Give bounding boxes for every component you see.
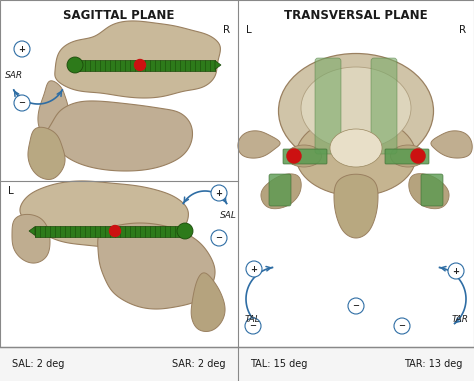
- Text: TAL: 15 deg: TAL: 15 deg: [250, 359, 307, 369]
- Text: TAR: TAR: [452, 314, 468, 323]
- Bar: [0, 347, 474, 381]
- Polygon shape: [261, 174, 301, 209]
- Polygon shape: [75, 59, 215, 70]
- Ellipse shape: [286, 145, 321, 167]
- Text: +: +: [250, 264, 257, 274]
- Circle shape: [14, 41, 30, 57]
- Text: +: +: [18, 45, 26, 53]
- Circle shape: [245, 318, 261, 334]
- Text: R: R: [459, 25, 466, 35]
- Text: SAR: SAR: [5, 70, 23, 80]
- Polygon shape: [35, 226, 185, 237]
- Text: R: R: [223, 25, 230, 35]
- Text: TRANSVERSAL PLANE: TRANSVERSAL PLANE: [284, 9, 428, 22]
- Ellipse shape: [296, 116, 416, 196]
- Text: SAL: 2 deg: SAL: 2 deg: [12, 359, 64, 369]
- Circle shape: [177, 223, 193, 239]
- Text: TAL: TAL: [244, 314, 260, 323]
- Circle shape: [448, 263, 464, 279]
- Polygon shape: [20, 181, 188, 247]
- Polygon shape: [98, 223, 215, 309]
- Circle shape: [14, 95, 30, 111]
- Polygon shape: [191, 273, 225, 331]
- Text: L: L: [8, 186, 14, 196]
- Text: SAR: 2 deg: SAR: 2 deg: [173, 359, 226, 369]
- Polygon shape: [28, 127, 65, 179]
- Polygon shape: [334, 174, 378, 238]
- Text: L: L: [246, 25, 252, 35]
- Circle shape: [211, 230, 227, 246]
- FancyBboxPatch shape: [421, 174, 443, 206]
- Circle shape: [411, 149, 425, 163]
- Ellipse shape: [279, 53, 434, 168]
- Circle shape: [394, 318, 410, 334]
- Ellipse shape: [330, 129, 382, 167]
- FancyBboxPatch shape: [269, 174, 291, 206]
- Text: SAL: SAL: [219, 211, 237, 221]
- Circle shape: [211, 185, 227, 201]
- Text: −: −: [249, 322, 256, 330]
- Polygon shape: [215, 61, 221, 69]
- FancyBboxPatch shape: [385, 149, 429, 164]
- Polygon shape: [38, 81, 68, 139]
- Polygon shape: [44, 101, 192, 171]
- Circle shape: [348, 298, 364, 314]
- Circle shape: [67, 57, 83, 73]
- Circle shape: [246, 261, 262, 277]
- Text: −: −: [399, 322, 405, 330]
- Circle shape: [135, 59, 146, 70]
- Polygon shape: [55, 21, 220, 98]
- Text: TAR: 13 deg: TAR: 13 deg: [404, 359, 462, 369]
- Polygon shape: [238, 131, 280, 158]
- Circle shape: [287, 149, 301, 163]
- Ellipse shape: [301, 67, 411, 149]
- Ellipse shape: [391, 145, 426, 167]
- Circle shape: [109, 226, 120, 237]
- Polygon shape: [12, 215, 50, 263]
- Text: SAGITTAL PLANE: SAGITTAL PLANE: [64, 9, 174, 22]
- Polygon shape: [409, 174, 449, 209]
- FancyBboxPatch shape: [315, 58, 341, 154]
- Text: +: +: [453, 266, 459, 275]
- Text: −: −: [18, 99, 26, 107]
- Polygon shape: [431, 131, 472, 158]
- FancyBboxPatch shape: [371, 58, 397, 154]
- FancyBboxPatch shape: [283, 149, 327, 164]
- Text: +: +: [216, 189, 222, 197]
- Text: −: −: [353, 301, 359, 311]
- Polygon shape: [29, 227, 35, 235]
- Text: −: −: [216, 234, 222, 242]
